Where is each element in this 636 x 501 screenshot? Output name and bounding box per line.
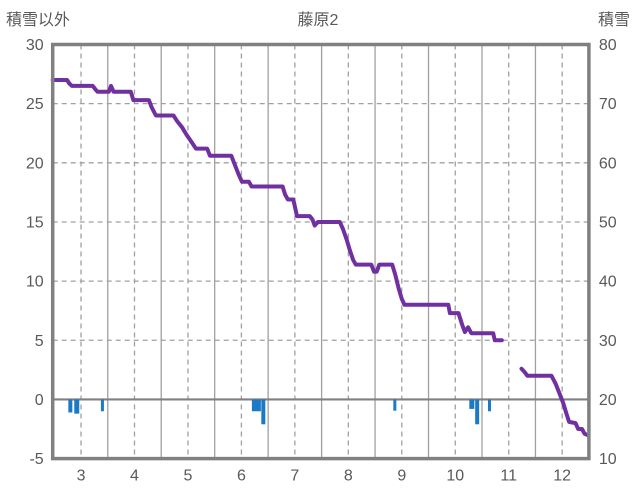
left-axis-tick-label: 15: [26, 214, 44, 231]
plot-border: [50, 42, 591, 461]
right-axis-title: 積雪: [597, 12, 630, 29]
x-axis-tick-label: 6: [237, 468, 246, 485]
line-series-segment: [519, 366, 590, 437]
bar: [487, 399, 491, 412]
line-series-segment: [50, 78, 504, 343]
left-axis-tick-label: 25: [26, 96, 44, 113]
x-axis-tick-label: 4: [130, 468, 139, 485]
x-axis-tick-label: 5: [183, 468, 192, 485]
left-axis-tick-label: -5: [29, 451, 43, 468]
right-axis-tick-label: 10: [599, 451, 617, 468]
bar: [74, 399, 80, 414]
right-axis-tick-label: 50: [599, 214, 617, 231]
x-axis-tick-label: 9: [397, 468, 406, 485]
left-axis-tick-label: 5: [35, 333, 44, 350]
bar: [100, 399, 104, 412]
right-axis-tick-label: 40: [599, 274, 617, 291]
bar: [251, 399, 261, 412]
bar: [393, 399, 397, 411]
bar: [475, 399, 480, 425]
left-axis-tick-label: 30: [26, 37, 44, 54]
right-axis-tick-label: 70: [599, 96, 617, 113]
bar: [68, 399, 73, 413]
left-axis-tick-label: 20: [26, 155, 44, 172]
right-axis-tick-label: 60: [599, 155, 617, 172]
right-axis-tick-label: 30: [599, 333, 617, 350]
chart-title: 藤原2: [297, 12, 339, 29]
x-axis-tick-label: 11: [500, 468, 517, 485]
x-axis-tick-label: 10: [446, 468, 464, 485]
x-axis-tick-label: 8: [344, 468, 353, 485]
bar: [261, 399, 266, 425]
right-axis-tick-label: 80: [599, 37, 617, 54]
left-axis-tick-label: 10: [26, 274, 44, 291]
bar: [469, 399, 475, 409]
left-axis-tick-label: 0: [35, 392, 44, 409]
x-axis-tick-label: 7: [290, 468, 299, 485]
left-axis-title: 積雪以外: [6, 12, 71, 29]
x-axis-tick-label: 3: [77, 468, 86, 485]
right-axis-tick-label: 20: [599, 392, 617, 409]
x-axis-tick-label: 12: [553, 468, 571, 485]
